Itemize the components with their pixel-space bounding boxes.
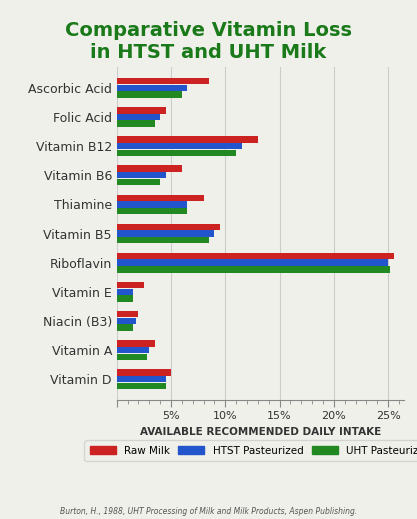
- Bar: [117, 208, 187, 214]
- Bar: [117, 114, 160, 120]
- Bar: [117, 318, 136, 324]
- Bar: [117, 289, 133, 295]
- Bar: [117, 136, 258, 143]
- Bar: [117, 149, 236, 156]
- Bar: [117, 353, 147, 360]
- Bar: [117, 78, 209, 85]
- Bar: [117, 172, 166, 179]
- Bar: [117, 376, 166, 383]
- Bar: [117, 324, 133, 331]
- Bar: [117, 179, 160, 185]
- Bar: [117, 195, 203, 201]
- Bar: [117, 91, 182, 98]
- Bar: [117, 266, 390, 272]
- Bar: [117, 282, 144, 289]
- Bar: [117, 224, 220, 230]
- Text: Comparative Vitamin Loss
in HTST and UHT Milk: Comparative Vitamin Loss in HTST and UHT…: [65, 21, 352, 62]
- X-axis label: AVAILABLE RECOMMENDED DAILY INTAKE: AVAILABLE RECOMMENDED DAILY INTAKE: [140, 427, 381, 437]
- Legend: Raw Milk, HTST Pasteurized, UHT Pasteurized: Raw Milk, HTST Pasteurized, UHT Pasteuri…: [85, 441, 417, 461]
- Bar: [117, 230, 214, 237]
- Bar: [117, 166, 182, 172]
- Bar: [117, 107, 166, 114]
- Bar: [117, 340, 155, 347]
- Bar: [117, 201, 187, 208]
- Bar: [117, 370, 171, 376]
- Bar: [117, 347, 149, 353]
- Bar: [117, 311, 138, 318]
- Bar: [117, 383, 166, 389]
- Bar: [117, 120, 155, 127]
- Text: Burton, H., 1988, UHT Processing of Milk and Milk Products, Aspen Publishing.: Burton, H., 1988, UHT Processing of Milk…: [60, 508, 357, 516]
- Bar: [117, 143, 241, 149]
- Bar: [117, 253, 394, 259]
- Bar: [117, 260, 388, 266]
- Bar: [117, 295, 133, 302]
- Bar: [117, 237, 209, 243]
- Bar: [117, 85, 187, 91]
